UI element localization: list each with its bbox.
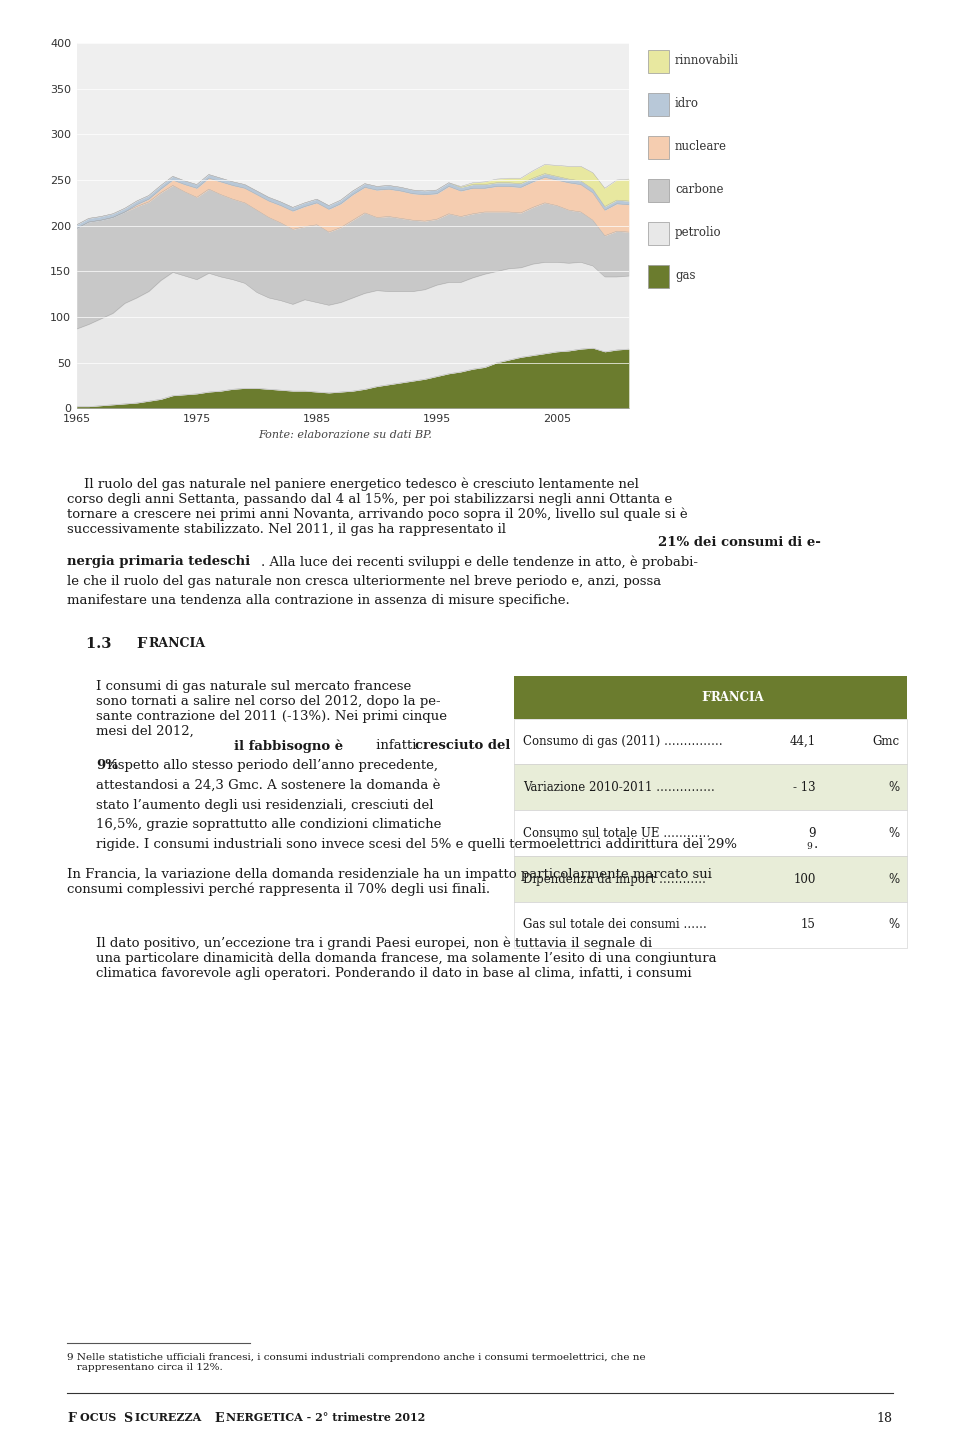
Text: 16,5%, grazie soprattutto alle condizioni climatiche: 16,5%, grazie soprattutto alle condizion…: [96, 818, 442, 831]
Text: nucleare: nucleare: [675, 139, 727, 153]
Bar: [514, 764, 907, 810]
Text: NERGETICA - 2° trimestre 2012: NERGETICA - 2° trimestre 2012: [226, 1412, 425, 1423]
Bar: [648, 222, 669, 245]
Text: 44,1: 44,1: [790, 735, 816, 748]
Text: il fabbisogno è: il fabbisogno è: [234, 739, 344, 752]
Bar: [514, 675, 907, 718]
Text: - 13: - 13: [793, 781, 816, 794]
Bar: [648, 136, 669, 159]
Text: Gmc: Gmc: [873, 735, 900, 748]
Text: attestandosi a 24,3 Gmc. A sostenere la domanda è: attestandosi a 24,3 Gmc. A sostenere la …: [96, 778, 441, 792]
Text: Il dato positivo, un’eccezione tra i grandi Paesi europei, non è tuttavia il seg: Il dato positivo, un’eccezione tra i gra…: [96, 937, 716, 980]
Text: .: .: [814, 838, 818, 851]
Bar: [648, 179, 669, 202]
Text: . Alla luce dei recenti sviluppi e delle tendenze in atto, è probabi-: . Alla luce dei recenti sviluppi e delle…: [261, 555, 698, 569]
Text: 15: 15: [802, 919, 816, 931]
Text: %: %: [888, 781, 900, 794]
Text: E: E: [214, 1412, 224, 1424]
Text: Consumo di gas (2011) ……………: Consumo di gas (2011) ……………: [523, 735, 723, 748]
Text: petrolio: petrolio: [675, 225, 722, 239]
Text: Gas sul totale dei consumi ……: Gas sul totale dei consumi ……: [523, 919, 708, 931]
Text: 9 Nelle statistiche ufficiali francesi, i consumi industriali comprendono anche : 9 Nelle statistiche ufficiali francesi, …: [67, 1353, 646, 1373]
Text: F: F: [67, 1412, 76, 1424]
Text: cresciuto del: cresciuto del: [415, 739, 510, 752]
Text: gas: gas: [675, 268, 695, 282]
Bar: [514, 810, 907, 856]
Text: infatti: infatti: [372, 739, 420, 752]
Text: %: %: [888, 827, 900, 840]
Text: RANCIA: RANCIA: [710, 691, 764, 704]
Bar: [514, 901, 907, 947]
Text: Dipendenza da import …………: Dipendenza da import …………: [523, 873, 707, 886]
Text: ICUREZZA: ICUREZZA: [135, 1412, 205, 1423]
Text: le che il ruolo del gas naturale non cresca ulteriormente nel breve periodo e, a: le che il ruolo del gas naturale non cre…: [67, 575, 661, 588]
Text: Variazione 2010-2011 ……………: Variazione 2010-2011 ……………: [523, 781, 715, 794]
Text: idro: idro: [675, 96, 699, 110]
Bar: [648, 265, 669, 288]
Text: 1.3: 1.3: [86, 638, 117, 651]
Text: %: %: [888, 873, 900, 886]
Text: I consumi di gas naturale sul mercato francese
sono tornati a salire nel corso d: I consumi di gas naturale sul mercato fr…: [96, 679, 447, 738]
Bar: [514, 856, 907, 901]
Text: 100: 100: [794, 873, 816, 886]
Text: S: S: [123, 1412, 132, 1424]
Bar: [648, 50, 669, 73]
Text: Il ruolo del gas naturale nel paniere energetico tedesco è cresciuto lentamente : Il ruolo del gas naturale nel paniere en…: [67, 477, 687, 536]
Text: OCUS: OCUS: [80, 1412, 120, 1423]
Text: manifestare una tendenza alla contrazione in assenza di misure specifiche.: manifestare una tendenza alla contrazion…: [67, 595, 570, 608]
Text: carbone: carbone: [675, 182, 724, 196]
Text: 21% dei consumi di e-: 21% dei consumi di e-: [658, 536, 821, 549]
Bar: [648, 93, 669, 116]
Text: F: F: [136, 638, 147, 651]
Bar: [514, 718, 907, 764]
Text: Fonte: elaborazione su dati BP.: Fonte: elaborazione su dati BP.: [258, 430, 433, 440]
Text: In Francia, la variazione della domanda residenziale ha un impatto particolarmen: In Francia, la variazione della domanda …: [67, 868, 712, 896]
Text: 9: 9: [808, 827, 816, 840]
Text: rispetto allo stesso periodo dell’anno precedente,: rispetto allo stesso periodo dell’anno p…: [103, 759, 438, 772]
Text: rinnovabili: rinnovabili: [675, 53, 739, 67]
Text: stato l’aumento degli usi residenziali, cresciuti del: stato l’aumento degli usi residenziali, …: [96, 798, 434, 811]
Text: nergia primaria tedeschi: nergia primaria tedeschi: [67, 555, 251, 567]
Text: Consumo sul totale UE …………: Consumo sul totale UE …………: [523, 827, 710, 840]
Text: 9%: 9%: [96, 759, 118, 772]
Text: %: %: [888, 919, 900, 931]
Text: rigide. I consumi industriali sono invece scesi del 5% e quelli termoelettrici a: rigide. I consumi industriali sono invec…: [96, 838, 737, 851]
Text: RANCIA: RANCIA: [149, 638, 206, 651]
Text: F: F: [701, 691, 710, 704]
Text: 9: 9: [806, 843, 812, 851]
Text: 18: 18: [876, 1412, 893, 1424]
